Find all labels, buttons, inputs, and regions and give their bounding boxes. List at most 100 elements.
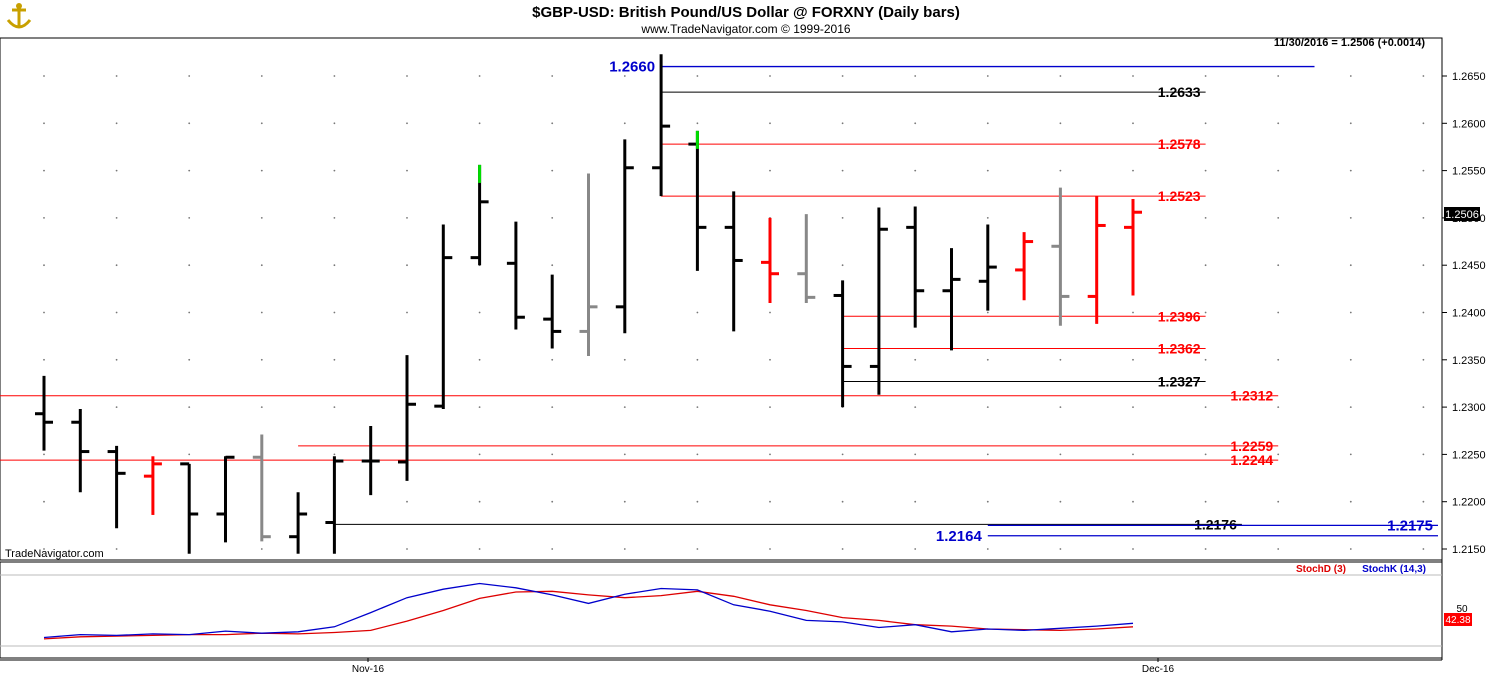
grid-dot: [188, 217, 191, 219]
grid-dot: [260, 217, 263, 219]
grid-dot: [914, 75, 917, 77]
grid-dot: [406, 264, 408, 267]
ohlc-bar: [906, 206, 925, 328]
grid-dot: [43, 264, 45, 267]
last-price-badge: 1.2506: [1444, 207, 1480, 221]
grid-dot: [841, 500, 844, 503]
grid-dot: [841, 548, 844, 550]
grid-dot: [551, 358, 554, 361]
grid-dot: [1422, 548, 1425, 550]
grid-dot: [1132, 548, 1134, 550]
grid-dot: [260, 122, 263, 125]
grid-dot: [115, 264, 118, 267]
grid-dot: [478, 453, 481, 456]
level-label: 1.2327: [1158, 374, 1201, 390]
ohlc-bar: [506, 221, 525, 330]
grid-dot: [551, 264, 554, 267]
level-label: 1.2660: [609, 59, 655, 76]
grid-dot: [406, 75, 408, 77]
grid-dot: [1422, 122, 1425, 125]
grid-dot: [1422, 500, 1425, 503]
grid-dot: [478, 548, 481, 550]
grid-dot: [333, 264, 336, 267]
grid-dot: [986, 453, 989, 456]
grid-dot: [1349, 453, 1352, 456]
anchor-ship-logo-icon: [4, 2, 34, 32]
grid-dot: [1422, 406, 1425, 408]
ohlc-bar: [543, 274, 562, 349]
grid-dot: [333, 358, 336, 361]
grid-dot: [841, 122, 844, 125]
ohlc-bar: [652, 54, 671, 197]
grid-dot: [260, 264, 263, 267]
grid-dot: [769, 500, 771, 503]
grid-dot: [1349, 75, 1352, 77]
legend-stochk: StochK (14,3): [1362, 564, 1426, 575]
grid-dot: [188, 75, 191, 77]
grid-dot: [986, 122, 989, 125]
grid-dot: [1132, 500, 1134, 503]
grid-dot: [188, 169, 191, 172]
ohlc-bar: [688, 130, 707, 271]
grid-dot: [1132, 311, 1134, 314]
grid-dot: [406, 169, 408, 172]
grid-dot: [623, 548, 626, 550]
ohlc-bar: [143, 456, 162, 515]
level-label: 1.2259: [1230, 438, 1273, 454]
grid-dot: [1132, 122, 1134, 125]
level-label: 1.2164: [936, 528, 983, 545]
level-label: 1.2244: [1230, 452, 1273, 468]
stoch-value-label: 42.38: [1445, 615, 1470, 626]
ohlc-bar: [289, 492, 308, 554]
grid-dot: [1277, 311, 1280, 314]
grid-dot: [1422, 75, 1425, 77]
grid-dot: [1204, 264, 1207, 267]
grid-dot: [1132, 406, 1134, 408]
grid-dot: [1277, 169, 1280, 172]
grid-dot: [551, 75, 554, 77]
grid-dot: [1204, 500, 1207, 503]
support-resistance-levels: 1.2660 1.2633 1.2578 1.2523 1.2396 1.2362 1.23…: [0, 59, 1438, 545]
grid-dot: [769, 169, 771, 172]
grid-dot: [986, 406, 989, 408]
grid-dot: [1204, 453, 1207, 456]
grid-dot: [1422, 169, 1425, 172]
grid-dot: [914, 548, 917, 550]
grid-dot: [914, 358, 917, 361]
grid-dot: [1132, 358, 1134, 361]
grid-dot: [333, 122, 336, 125]
grid-dot: [406, 122, 408, 125]
grid-dot: [914, 406, 917, 408]
grid-dot: [1132, 453, 1134, 456]
ohlc-bar: [761, 217, 779, 304]
grid-dot: [769, 548, 771, 550]
grid-dot: [406, 500, 408, 503]
level-label: 1.2312: [1230, 388, 1273, 404]
grid-dot: [188, 406, 191, 408]
grid-dot: [1277, 406, 1280, 408]
grid-dot: [478, 500, 481, 503]
ohlc-bar: [942, 248, 961, 351]
grid-dot: [551, 169, 554, 172]
grid-dot: [1204, 406, 1207, 408]
ohlc-bars: [35, 54, 1142, 554]
grid-dot: [986, 500, 989, 503]
grid-dot: [841, 264, 844, 267]
ohlc-bar: [252, 434, 271, 542]
grid-dot: [188, 122, 191, 125]
grid-dot: [1059, 75, 1062, 77]
level-label: 1.2176: [1194, 516, 1237, 532]
grid-dot: [841, 217, 844, 219]
grid-dot: [696, 311, 699, 314]
grid-dot: [696, 75, 699, 77]
grid-dot: [1422, 264, 1425, 267]
grid-dot: [696, 122, 699, 125]
grid-dot: [333, 406, 336, 408]
grid-dot: [914, 122, 917, 125]
grid-dot: [1204, 311, 1207, 314]
level-label: 1.2175: [1387, 517, 1433, 534]
grid-dot: [333, 453, 336, 456]
grid-dot: [1059, 548, 1062, 550]
ohlc-bar: [361, 426, 380, 496]
grid-dot: [1277, 75, 1280, 77]
